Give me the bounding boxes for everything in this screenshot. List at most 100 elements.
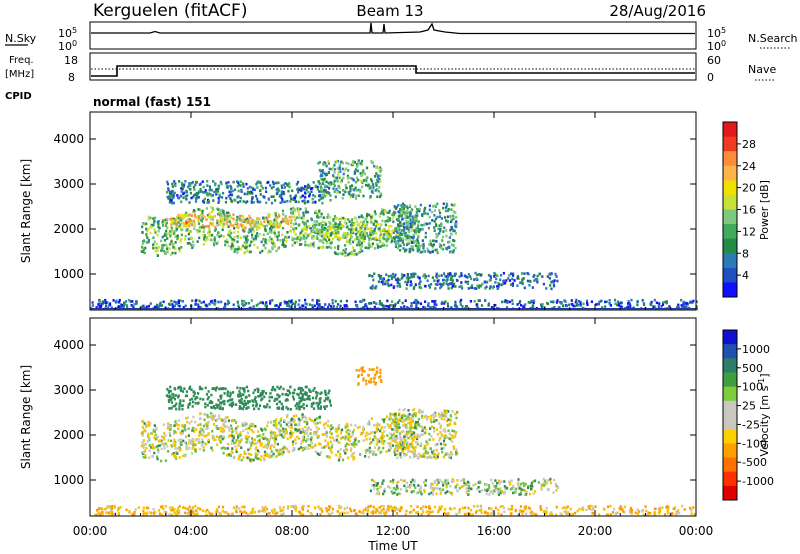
echo-cell bbox=[208, 212, 211, 215]
echo-cell bbox=[304, 385, 307, 389]
echo-cell bbox=[418, 245, 421, 249]
echo-cell bbox=[429, 239, 432, 243]
echo-cell bbox=[373, 247, 377, 250]
echo-cell bbox=[285, 221, 288, 225]
echo-cell bbox=[336, 440, 339, 443]
echo-cell bbox=[141, 426, 144, 429]
echo-cell bbox=[289, 385, 292, 389]
echo-cell bbox=[411, 245, 414, 248]
echo-cell bbox=[166, 245, 169, 248]
echo-cell bbox=[328, 183, 331, 187]
echo-cell bbox=[370, 237, 373, 241]
echo-cell bbox=[259, 200, 262, 204]
echo-cell bbox=[273, 436, 277, 440]
echo-cell bbox=[445, 219, 448, 222]
echo-cell bbox=[337, 223, 340, 226]
echo-cell bbox=[144, 246, 147, 250]
echo-cell bbox=[256, 246, 259, 249]
echo-cell bbox=[425, 440, 428, 444]
echo-cell bbox=[412, 450, 415, 454]
nsearch-label: N.Search bbox=[748, 32, 798, 45]
echo-cell bbox=[314, 418, 317, 422]
echo-cell bbox=[380, 380, 383, 384]
echo-cell bbox=[627, 300, 630, 303]
echo-cell bbox=[336, 303, 340, 306]
echo-cell bbox=[552, 300, 555, 304]
echo-cell bbox=[428, 208, 431, 212]
echo-cell bbox=[337, 230, 340, 234]
echo-cell bbox=[295, 216, 298, 219]
echo-cell bbox=[391, 218, 394, 222]
echo-cell bbox=[376, 174, 379, 177]
echo-cell bbox=[230, 434, 233, 437]
echo-cell bbox=[422, 244, 425, 247]
echo-cell bbox=[414, 272, 417, 276]
echo-cell bbox=[338, 456, 341, 459]
echo-cell bbox=[170, 240, 173, 243]
echo-cell bbox=[212, 405, 216, 408]
echo-cell bbox=[361, 249, 364, 253]
echo-cell bbox=[455, 452, 458, 456]
echo-cell bbox=[346, 176, 350, 180]
echo-cell bbox=[327, 420, 330, 423]
echo-cell bbox=[275, 217, 278, 221]
echo-cell bbox=[218, 417, 221, 420]
echo-cell bbox=[304, 298, 307, 302]
echo-cell bbox=[169, 389, 172, 393]
echo-cell bbox=[406, 275, 409, 279]
echo-cell bbox=[412, 235, 415, 239]
echo-cell bbox=[289, 432, 292, 435]
echo-cell bbox=[415, 306, 418, 310]
echo-cell bbox=[239, 394, 243, 398]
echo-cell bbox=[375, 285, 378, 288]
echo-cell bbox=[251, 424, 254, 428]
echo-cell bbox=[393, 435, 396, 438]
echo-cell bbox=[516, 275, 520, 278]
echo-cell bbox=[416, 275, 419, 279]
echo-cell bbox=[374, 381, 378, 385]
echo-cell bbox=[691, 301, 694, 304]
echo-cell bbox=[422, 242, 425, 246]
echo-cell bbox=[153, 424, 157, 427]
echo-cell bbox=[214, 301, 217, 304]
echo-cell bbox=[247, 301, 251, 305]
echo-cell bbox=[211, 223, 215, 227]
echo-cell bbox=[297, 236, 300, 239]
echo-cell bbox=[242, 388, 246, 392]
echo-cell bbox=[216, 233, 219, 237]
echo-cell bbox=[218, 437, 221, 440]
echo-cell bbox=[344, 436, 347, 439]
echo-cell bbox=[266, 445, 269, 448]
echo-cell bbox=[195, 439, 198, 442]
echo-cell bbox=[307, 437, 310, 441]
echo-cell bbox=[333, 168, 336, 171]
echo-cell bbox=[194, 299, 197, 303]
echo-cell bbox=[154, 231, 157, 234]
echo-cell bbox=[378, 492, 381, 496]
echo-cell bbox=[188, 218, 191, 221]
echo-cell bbox=[202, 449, 205, 452]
echo-cell bbox=[392, 286, 395, 289]
echo-cell bbox=[429, 242, 432, 245]
echo-cell bbox=[259, 222, 262, 226]
echo-cell bbox=[327, 235, 331, 239]
echo-cell bbox=[377, 176, 380, 179]
echo-cell bbox=[252, 305, 255, 308]
echo-cell bbox=[354, 424, 357, 427]
echo-cell bbox=[175, 222, 179, 226]
echo-cell bbox=[385, 415, 389, 418]
echo-cell bbox=[420, 223, 423, 227]
echo-cell bbox=[370, 450, 373, 453]
echo-cell bbox=[582, 302, 585, 306]
echo-cell bbox=[286, 220, 289, 224]
echo-cell bbox=[229, 236, 232, 239]
echo-cell bbox=[219, 397, 223, 400]
echo-cell bbox=[405, 283, 409, 286]
echo-cell bbox=[382, 418, 385, 422]
echo-cell bbox=[382, 212, 385, 216]
echo-cell bbox=[408, 230, 411, 234]
echo-cell bbox=[353, 437, 356, 441]
echo-cell bbox=[132, 305, 135, 308]
echo-cell bbox=[237, 183, 240, 187]
echo-cell bbox=[180, 220, 183, 224]
